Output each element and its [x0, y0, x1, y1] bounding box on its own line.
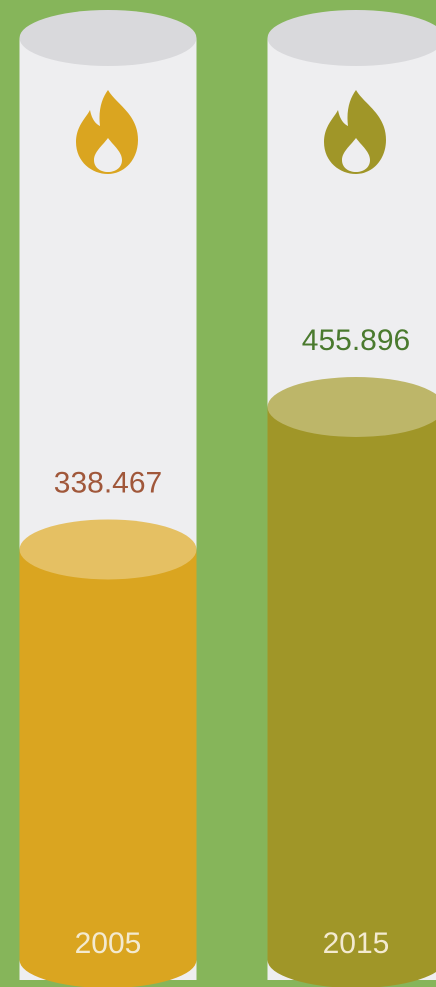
flame-shape	[76, 90, 138, 174]
flame-inner	[94, 138, 122, 172]
bar	[267, 407, 436, 987]
bar-top	[19, 519, 197, 580]
tube-top	[19, 10, 197, 66]
flame-icon	[76, 90, 138, 174]
bar	[19, 549, 197, 987]
x-tick-label: 2005	[75, 927, 142, 960]
flame-inner	[342, 138, 370, 172]
flame-shape	[324, 90, 386, 174]
x-tick-label: 2015	[323, 927, 390, 960]
value-label: 455.896	[302, 324, 410, 357]
bar-top	[267, 377, 436, 437]
value-label: 338.467	[54, 466, 162, 499]
flame-icon	[324, 90, 386, 174]
tube-top	[267, 10, 436, 66]
